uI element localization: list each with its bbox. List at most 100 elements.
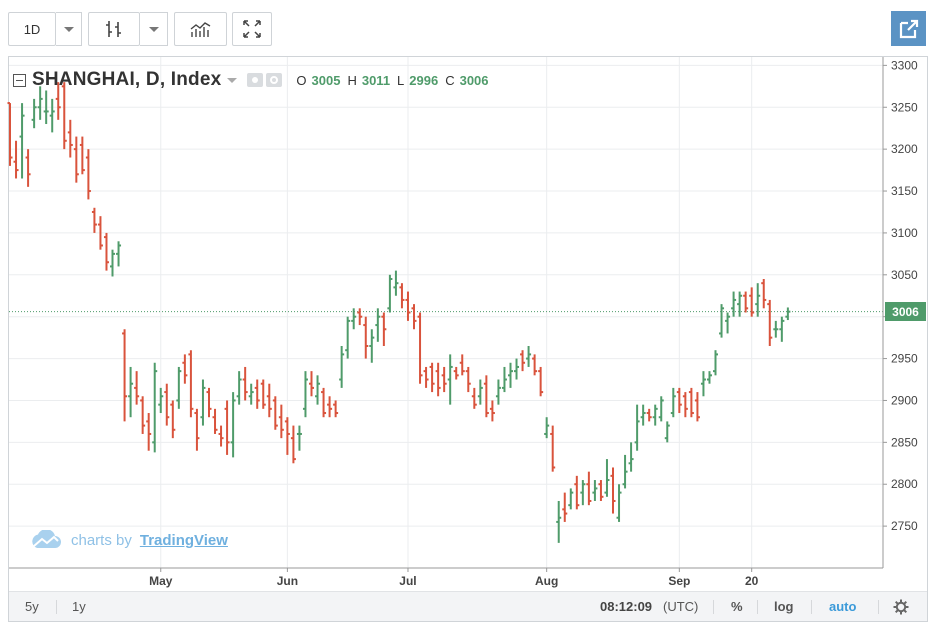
ohlc-bar <box>73 136 79 183</box>
ohlc-bar <box>652 404 658 426</box>
bar-style-dropdown-button[interactable] <box>140 12 168 46</box>
ohlc-bar <box>713 350 719 376</box>
ohlc-bar <box>224 400 230 455</box>
y-tick-label: 3250 <box>891 100 918 114</box>
y-tick-label: 2950 <box>891 352 918 366</box>
ohlc-bar <box>737 291 743 317</box>
ohlc-bar <box>134 371 140 405</box>
ohlc-bar <box>634 404 640 451</box>
timezone-button[interactable]: (UTC) <box>663 599 699 614</box>
range-1y-button[interactable]: 1y <box>72 599 86 614</box>
chart-grid <box>9 57 883 568</box>
gear-icon <box>893 599 909 614</box>
ohlc-bar <box>514 358 520 380</box>
external-link-icon <box>899 19 918 38</box>
tradingview-link[interactable]: TradingView <box>139 531 228 549</box>
ohlc-bar <box>116 241 122 267</box>
ohlc-bar <box>501 366 507 393</box>
x-tick-label: 20 <box>745 574 759 588</box>
fullscreen-button[interactable] <box>232 12 272 46</box>
x-tick-label: Sep <box>668 574 690 588</box>
ohlc-bar <box>785 307 791 321</box>
last-price-tag: 3006 <box>885 302 926 321</box>
ohlc-bars-icon <box>106 21 121 37</box>
low-label: L <box>397 72 405 88</box>
y-tick-label: 3150 <box>891 184 918 198</box>
ohlc-bar <box>302 371 308 418</box>
range-5y-button[interactable]: 5y <box>25 599 39 614</box>
log-scale-button[interactable]: log <box>774 599 794 614</box>
ohlc-bar <box>719 304 725 338</box>
ohlc-bar <box>453 366 459 380</box>
ohlc-bar <box>200 379 206 426</box>
symbol-title[interactable]: SHANGHAI, D, Index <box>32 69 222 90</box>
eye-icon[interactable] <box>247 73 264 87</box>
popout-button[interactable] <box>891 11 926 46</box>
ohlc-bar <box>743 291 749 313</box>
gear-icon[interactable] <box>266 73 283 87</box>
ohlc-bar <box>544 417 550 439</box>
ohlc-bar <box>761 278 767 309</box>
interval-button[interactable]: 1D <box>8 12 56 46</box>
ohlc-bar <box>85 149 91 200</box>
ohlc-bar <box>779 316 785 342</box>
high-label: H <box>347 72 357 88</box>
ohlc-bar <box>507 362 513 388</box>
ohlc-bar <box>495 379 501 405</box>
x-tick-label: Jun <box>277 574 298 588</box>
ohlc-bar <box>682 392 688 418</box>
ohlc-bar <box>598 480 604 501</box>
ohlc-bar <box>459 354 465 376</box>
y-tick-label: 3300 <box>891 58 918 72</box>
bottom-toolbar: 5y 1y 08:12:09 (UTC) % log auto <box>9 591 927 621</box>
tradingview-watermark[interactable]: charts by TradingView <box>29 530 228 550</box>
ohlc-bar <box>122 329 128 422</box>
watermark-prefix: charts by <box>71 531 132 549</box>
ohlc-bar <box>351 308 357 330</box>
ohlc-bar <box>49 98 55 133</box>
ohlc-bar <box>236 371 242 405</box>
ohlc-bar <box>586 471 592 506</box>
ohlc-bar <box>532 354 538 376</box>
ohlc-bar <box>616 484 622 522</box>
cloud-logo-icon <box>32 530 61 548</box>
separator <box>757 600 758 614</box>
separator <box>56 600 57 614</box>
ohlc-bar <box>315 375 321 405</box>
ohlc-bar <box>242 366 248 401</box>
ohlc-bar <box>556 500 562 543</box>
ohlc-bar <box>206 387 212 418</box>
ohlc-bar <box>731 291 737 317</box>
separator <box>811 600 812 614</box>
interval-dropdown-button[interactable] <box>56 12 82 46</box>
indicators-button[interactable] <box>174 12 227 46</box>
time-axis: May Jun Jul Aug Sep 20 <box>9 567 883 588</box>
chevron-down-icon <box>148 26 159 32</box>
ohlc-bar <box>91 207 97 233</box>
collapse-legend-icon[interactable] <box>13 73 26 87</box>
chevron-down-icon[interactable] <box>227 77 238 83</box>
y-tick-label: 2850 <box>891 435 918 449</box>
ohlc-bar <box>230 392 236 458</box>
ohlc-bar <box>272 396 278 430</box>
ohlc-bar <box>146 413 152 451</box>
auto-scale-button[interactable]: auto <box>829 599 857 614</box>
ohlc-bar <box>7 102 13 166</box>
ohlc-bar <box>441 366 447 393</box>
ohlc-bar <box>417 312 423 384</box>
ohlc-bar <box>309 371 314 397</box>
percent-scale-button[interactable]: % <box>731 599 743 614</box>
ohlc-bar <box>152 362 158 453</box>
ohlc-bar <box>363 316 369 359</box>
open-value: 3005 <box>311 72 341 88</box>
ohlc-bar <box>592 480 598 501</box>
ohlc-bar <box>357 308 363 326</box>
price-axis: 2750280028502900295030003050310031503200… <box>882 57 918 568</box>
settings-button[interactable] <box>893 592 909 621</box>
ohlc-bar <box>321 387 327 418</box>
bar-style-button[interactable] <box>88 12 140 46</box>
ohlc-bar <box>79 136 85 175</box>
ohlc-bar <box>725 312 731 334</box>
y-tick-label: 3050 <box>891 268 918 282</box>
